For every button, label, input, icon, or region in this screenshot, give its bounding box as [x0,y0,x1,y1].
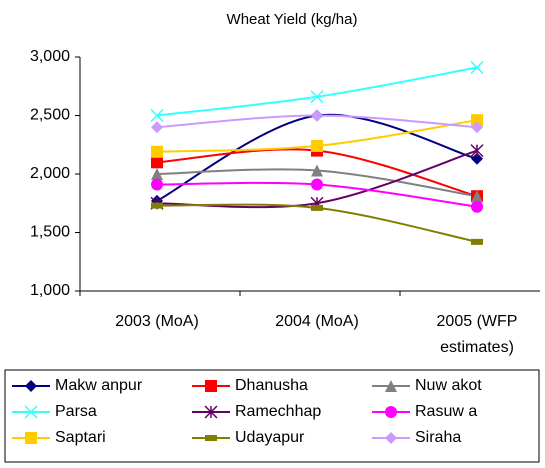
chart-title: Wheat Yield (kg/ha) [227,11,358,28]
marker [471,121,483,134]
marker [151,121,163,134]
legend-marker [205,435,217,441]
marker [151,168,163,180]
y-tick-label: 2,000 [30,165,70,182]
marker [471,190,483,203]
marker [471,238,483,245]
legend-marker [385,380,397,392]
x-tick-label: 2003 (MoA) [115,313,199,330]
series-line [156,66,478,117]
legend-label: Udayapur [235,429,305,446]
legend-marker [25,432,37,444]
legend-label: Dhanusha [235,377,308,394]
marker [150,108,164,123]
marker [471,114,483,127]
legend-marker [385,406,397,418]
marker [470,144,484,158]
marker [311,178,323,191]
y-tick-label: 1,500 [30,224,70,241]
legend-marker [25,380,37,392]
legend-label: Nuw akot [415,377,482,394]
legend-marker [205,380,217,392]
marker [470,60,484,75]
legend-label: Siraha [415,429,461,446]
legend-box [4,369,540,463]
legend-label: Saptari [55,429,106,446]
legend-label: Ramechhap [235,403,321,420]
legend-label: Rasuw a [415,403,477,420]
marker [310,90,324,104]
y-tick-label: 1,000 [30,282,70,299]
x-tick-label: 2004 (MoA) [275,313,359,330]
y-tick-label: 2,500 [30,107,70,124]
legend-marker [385,432,397,444]
legend-label: Makw anpur [55,377,143,394]
marker [311,109,323,122]
legend-label: Parsa [55,403,97,420]
marker [151,156,163,169]
marker [151,145,163,158]
x-tick-label: 2005 (WFP estimates) [436,313,518,356]
marker [311,164,323,177]
marker [151,202,163,209]
marker [471,152,483,165]
marker [151,178,163,191]
y-tick-label: 3,000 [30,48,70,65]
marker [471,200,483,213]
legend-marker [204,405,218,419]
marker [311,204,323,211]
legend-marker [24,405,38,419]
marker [311,139,323,152]
